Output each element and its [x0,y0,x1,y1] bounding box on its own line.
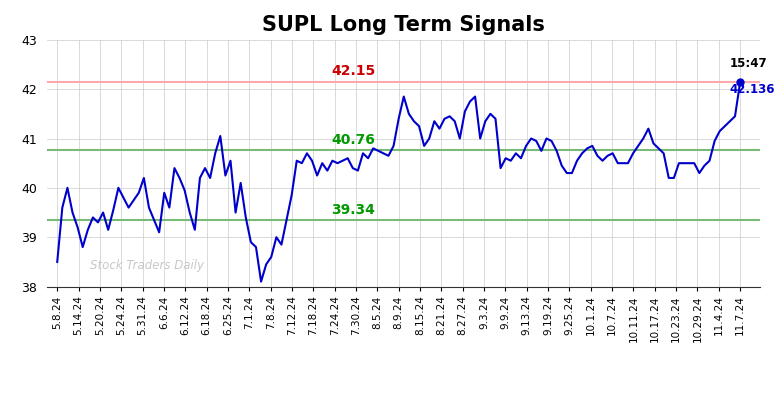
Text: Stock Traders Daily: Stock Traders Daily [90,259,204,272]
Point [734,79,746,86]
Title: SUPL Long Term Signals: SUPL Long Term Signals [263,16,545,35]
Text: 40.76: 40.76 [331,133,375,147]
Text: 42.136: 42.136 [730,84,775,96]
Text: 42.15: 42.15 [331,64,376,78]
Text: 15:47: 15:47 [730,57,768,70]
Text: 39.34: 39.34 [331,203,375,217]
